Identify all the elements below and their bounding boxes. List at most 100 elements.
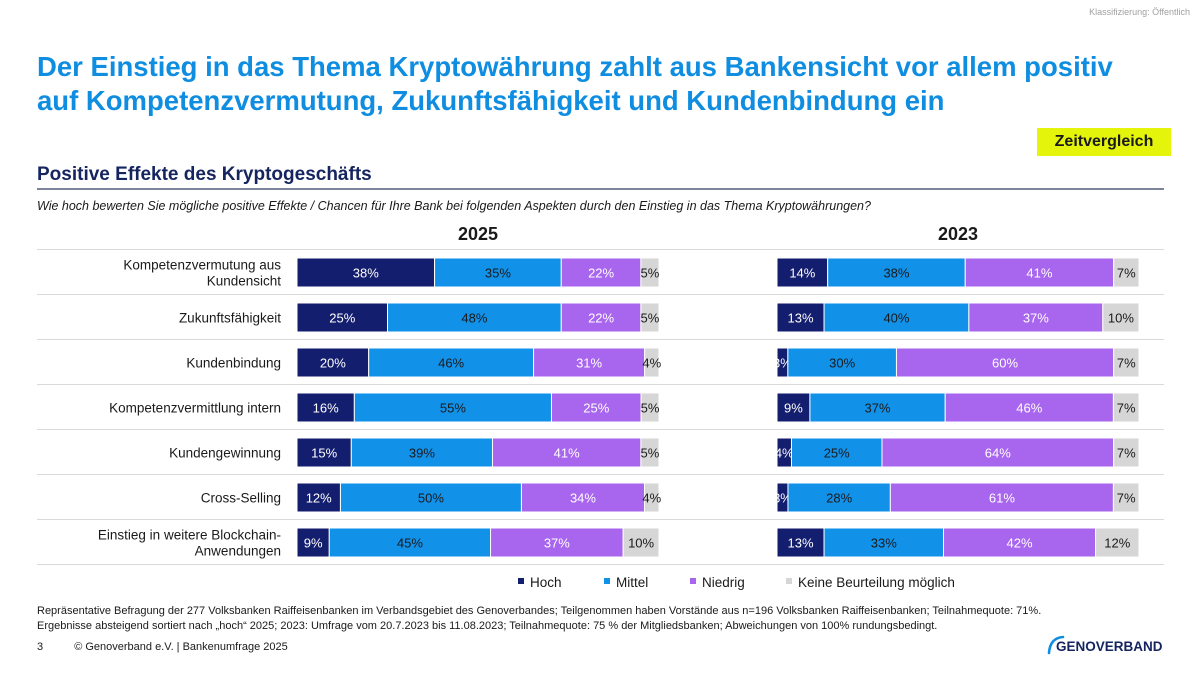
data-label: 22% [588,266,614,281]
bar-segment-keine [1113,437,1140,468]
category-label: Zukunftsfähigkeit [179,311,281,326]
legend-swatch [604,578,610,584]
bar-segment-niedrig [964,257,1115,288]
survey-question: Wie hoch bewerten Sie mögliche positive … [37,199,871,213]
data-label: 10% [628,536,654,551]
data-label: 28% [826,491,852,506]
bar-segment-mittel [823,527,945,558]
bar-segment-hoch [296,392,355,423]
bar-segment-mittel [339,482,522,513]
data-label: 50% [418,491,444,506]
data-label: 4% [642,491,661,506]
footnote: Repräsentative Befragung der 277 Volksba… [37,604,1041,634]
category-label: Kompetenzvermutung aus [123,258,281,273]
data-label: 13% [788,536,814,551]
bar-segment-niedrig [944,392,1114,423]
legend-label: Keine Beurteilung möglich [798,575,955,590]
data-label: 39% [409,446,435,461]
bar-segment-niedrig [520,482,646,513]
legend-swatch [518,578,524,584]
bar-segment-hoch [776,257,829,288]
data-label: 64% [985,446,1011,461]
bar-segment-hoch [296,527,330,558]
legend-swatch [690,578,696,584]
category-label: Kompetenzvermittlung intern [109,401,281,416]
data-label: 46% [438,356,464,371]
data-label: 55% [440,401,466,416]
data-label: 15% [311,446,337,461]
bar-segment-mittel [809,392,946,423]
data-label: 5% [641,401,660,416]
data-label: 30% [829,356,855,371]
data-label: 48% [461,311,487,326]
data-label: 7% [1117,401,1136,416]
data-label: 22% [588,311,614,326]
bar-segment-mittel [827,257,966,288]
copyright: © Genoverband e.V. | Bankenumfrage 2025 [74,641,288,653]
bar-segment-mittel [787,482,891,513]
bar-segment-keine [1112,392,1140,423]
bar-segment-mittel [790,437,883,468]
data-label: 60% [992,356,1018,371]
bar-segment-keine [640,257,660,288]
page-title: Der Einstieg in das Thema Kryptowährung … [37,51,1113,116]
data-label: 5% [641,266,660,281]
data-label: 10% [1108,311,1134,326]
data-label: 31% [576,356,602,371]
footnote-line-1: Repräsentative Befragung der 277 Volksba… [37,605,1042,617]
data-label: 7% [1117,266,1136,281]
bar-segment-mittel [823,302,970,333]
comparison-badge: Zeitvergleich [1037,128,1171,156]
legend-label: Niedrig [702,575,745,590]
bar-segment-mittel [353,392,552,423]
data-label: 41% [554,446,580,461]
category-label: Kundengewinnung [169,446,281,461]
data-label: 5% [641,311,660,326]
bar-segment-mittel [387,302,562,333]
data-label: 37% [865,401,891,416]
legend-label: Mittel [616,575,648,590]
data-label: 46% [1016,401,1042,416]
data-label: 5% [641,446,660,461]
data-label: 45% [397,536,423,551]
bar-segment-niedrig [550,392,642,423]
data-label: 38% [883,266,909,281]
data-label: 13% [788,311,814,326]
data-label: 16% [313,401,339,416]
data-label: 14% [789,266,815,281]
bar-segment-keine [1113,347,1140,378]
page-number: 3 [37,641,44,653]
bar-segment-niedrig [968,302,1104,333]
bar-segment-hoch [776,302,825,333]
legend-swatch [786,578,792,584]
bar-segment-mittel [368,347,535,378]
data-label: 42% [1007,536,1033,551]
data-label: 25% [824,446,850,461]
category-label: Anwendungen [195,544,281,559]
panel-title-2023: 2023 [938,224,978,244]
data-label: 25% [583,401,609,416]
bar-segment-keine [644,347,660,378]
bar-segment-niedrig [895,347,1115,378]
bar-segment-niedrig [560,302,642,333]
genoverband-logo: GENOVERBAND [1047,635,1163,655]
subtitle-divider [37,188,1164,190]
data-label: 38% [353,266,379,281]
footnote-line-2: Ergebnisse absteigend sortiert nach „hoc… [37,620,938,632]
svg-text:GENOVERBAND: GENOVERBAND [1056,639,1163,654]
panel-title-2025: 2025 [458,224,498,244]
bar-segment-niedrig [490,527,624,558]
bar-segment-keine [1113,257,1140,288]
data-label: 9% [304,536,323,551]
category-label: Kundenbindung [186,356,281,371]
data-label: 40% [883,311,909,326]
chart-subtitle: Positive Effekte des Kryptogeschäfts [37,164,372,185]
bar-segment-hoch [296,302,388,333]
data-label: 41% [1026,266,1052,281]
data-label: 12% [1104,536,1130,551]
data-label: 9% [784,401,803,416]
data-label: 7% [1117,356,1136,371]
bar-segment-niedrig [533,347,646,378]
data-label: 7% [1117,446,1136,461]
bar-segment-keine [622,527,660,558]
